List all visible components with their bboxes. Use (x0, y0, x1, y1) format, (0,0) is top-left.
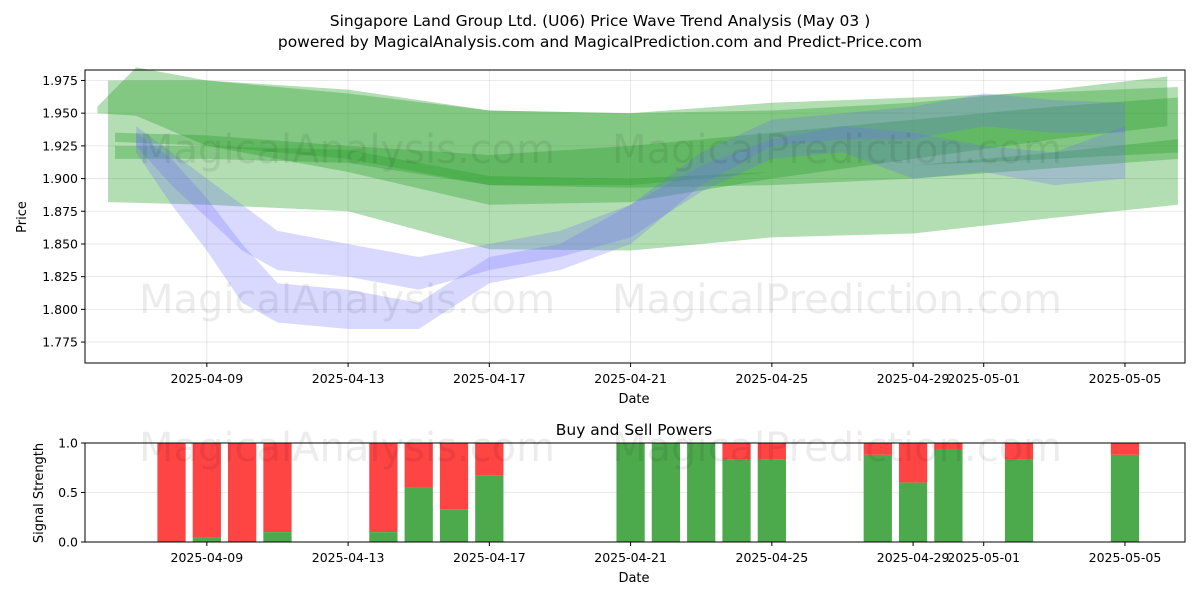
y-tick-label: 1.950 (42, 106, 78, 121)
y-tick-label: 1.800 (42, 302, 78, 317)
blue-wave-band (136, 93, 1125, 329)
sell-power-bar (1004, 443, 1034, 460)
x-tick-label: 2025-05-01 (947, 550, 1020, 565)
buy-power-bar (757, 459, 786, 542)
buy-power-bar (263, 532, 292, 542)
buy-power-bar (687, 443, 716, 542)
sell-power-bar (898, 443, 928, 483)
buy-power-bar (651, 443, 681, 542)
x-tick-label: 2025-05-01 (947, 371, 1020, 386)
buy-power-bar (616, 443, 645, 542)
watermark: MagicalPrediction.com (612, 127, 1062, 173)
price-chart: MagicalAnalysis.com MagicalPrediction.co… (15, 67, 1186, 407)
price-x-axis-label: Date (618, 392, 649, 407)
sell-power-bar (369, 443, 398, 533)
chart-subtitle: powered by MagicalAnalysis.com and Magic… (278, 33, 922, 51)
green-wave-band (115, 139, 1178, 188)
sell-power-bar (722, 443, 751, 460)
y-tick-label: 1.0 (58, 436, 78, 451)
y-tick-label: 1.825 (42, 269, 78, 284)
sell-power-bar (439, 443, 469, 510)
sell-power-bar (757, 443, 786, 460)
watermark: MagicalPrediction.com (612, 277, 1062, 323)
buy-power-bar (439, 509, 469, 542)
sell-power-bar (228, 443, 257, 542)
green-wave-band (97, 67, 1168, 205)
sell-power-bar (863, 443, 892, 455)
buy-power-bar (934, 449, 963, 542)
buy-power-bar (404, 487, 433, 542)
blue-wave-band (136, 126, 1125, 290)
x-tick-label: 2025-04-17 (453, 550, 526, 565)
buy-power-bar (722, 459, 751, 542)
watermark: MagicalAnalysis.com (139, 425, 555, 471)
signal-y-axis-label: Signal Strength (32, 443, 47, 543)
x-tick-label: 2025-05-05 (1089, 550, 1162, 565)
x-tick-label: 2025-04-21 (594, 550, 667, 565)
y-tick-label: 1.775 (42, 335, 78, 350)
watermark: MagicalAnalysis.com (139, 277, 555, 323)
green-wave-band (108, 80, 1178, 251)
x-tick-label: 2025-04-13 (312, 550, 385, 565)
signal-bars (157, 443, 1140, 542)
y-tick-label: 1.875 (42, 204, 78, 219)
y-tick-label: 1.850 (42, 236, 78, 251)
price-grid (85, 70, 1185, 363)
buy-power-bar (192, 537, 221, 542)
y-tick-label: 1.900 (42, 171, 78, 186)
watermark: MagicalAnalysis.com (139, 127, 555, 173)
buy-power-bar (475, 475, 504, 542)
x-tick-label: 2025-04-13 (312, 371, 385, 386)
sell-power-bar (192, 443, 221, 538)
sell-power-bar (157, 443, 186, 542)
sell-power-bar (404, 443, 433, 488)
signal-ticks: 2025-04-09 2025-04-13 2025-04-17 2025-04-21… (58, 436, 1161, 566)
sell-power-bar (475, 443, 504, 476)
y-tick-label: 1.925 (42, 138, 78, 153)
buy-power-bar (369, 532, 398, 542)
x-tick-label: 2025-04-29 (877, 550, 950, 565)
x-tick-label: 2025-04-29 (877, 371, 950, 386)
sell-power-bar (1110, 443, 1140, 455)
watermark: MagicalPrediction.com (612, 425, 1062, 471)
price-y-axis-label: Price (15, 201, 30, 233)
x-tick-label: 2025-04-25 (736, 371, 809, 386)
x-tick-label: 2025-04-17 (453, 371, 526, 386)
price-bands (97, 67, 1178, 329)
buy-power-bar (1110, 454, 1140, 542)
chart-title: Singapore Land Group Ltd. (U06) Price Wa… (330, 12, 871, 30)
x-tick-label: 2025-04-09 (171, 550, 244, 565)
y-tick-label: 1.975 (42, 73, 78, 88)
buy-power-bar (1004, 459, 1034, 542)
y-tick-label: 0.5 (58, 485, 78, 500)
x-tick-label: 2025-04-21 (594, 371, 667, 386)
price-plot-frame (84, 69, 1186, 364)
signal-chart-title: Buy and Sell Powers (556, 421, 713, 439)
y-tick-label: 0.0 (58, 535, 78, 550)
buy-power-bar (863, 454, 892, 542)
green-wave-band (115, 97, 1178, 186)
sell-power-bar (934, 443, 963, 450)
signal-x-axis-label: Date (618, 571, 649, 586)
sell-power-bar (263, 443, 292, 533)
x-tick-label: 2025-05-05 (1089, 371, 1162, 386)
signal-chart: Buy and Sell Powers MagicalAnalysis.com … (32, 421, 1186, 586)
x-tick-label: 2025-04-09 (171, 371, 244, 386)
buy-power-bar (898, 482, 928, 542)
price-ticks: 2025-04-09 2025-04-13 2025-04-17 2025-04-21… (42, 73, 1161, 386)
x-tick-label: 2025-04-25 (736, 550, 809, 565)
